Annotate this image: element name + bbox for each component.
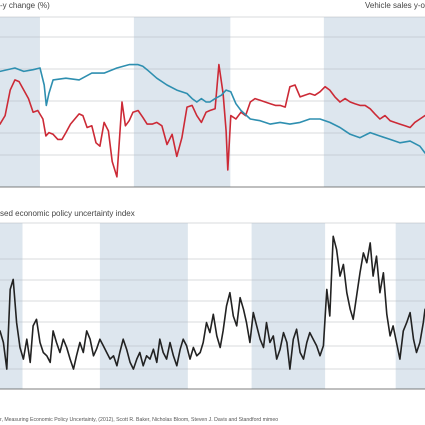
top-panel-series: [0, 63, 425, 178]
top-panel-gridlines: [0, 16, 425, 188]
bottom-panel-gridlines: [0, 222, 425, 390]
bottom-panel-series-line-1: [0, 235, 425, 370]
bottom-panel-recession-shading: [0, 223, 425, 389]
top-panel-shaded-period-2: [133, 17, 231, 187]
bottom-panel-shaded-period-3: [251, 223, 326, 389]
top-panel-left-axis-label: -y change (%): [0, 1, 50, 10]
bottom-panel-shaded-period-4: [395, 223, 425, 389]
bottom-panel-series: [0, 235, 425, 370]
source-note: r, Measuring Economic Policy Uncertainty…: [0, 417, 278, 423]
top-panel-series-line-1: [0, 63, 425, 178]
top-panel-recession-shading: [0, 17, 425, 187]
top-panel-shaded-period-1: [0, 17, 40, 187]
bottom-panel-axis-label: sed economic policy uncertainty index: [0, 209, 135, 218]
bottom-panel-shaded-period-1: [0, 223, 23, 389]
top-panel-right-axis-label: Vehicle sales y-o: [365, 1, 425, 10]
top-panel-series-line-2: [0, 63, 425, 154]
